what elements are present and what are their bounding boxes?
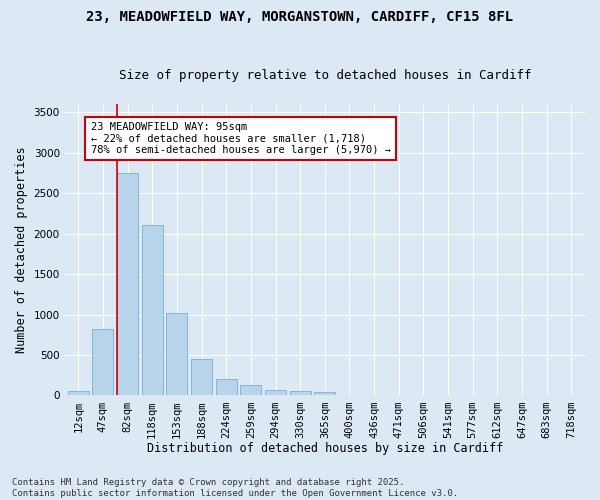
Bar	[68, 390, 89, 396]
Bar	[314, 392, 335, 396]
Text: 23, MEADOWFIELD WAY, MORGANSTOWN, CARDIFF, CF15 8FL: 23, MEADOWFIELD WAY, MORGANSTOWN, CARDIF…	[86, 10, 514, 24]
Bar	[117, 173, 138, 396]
Bar	[265, 390, 286, 396]
Text: Contains HM Land Registry data © Crown copyright and database right 2025.
Contai: Contains HM Land Registry data © Crown c…	[12, 478, 458, 498]
Bar	[142, 226, 163, 396]
Bar	[166, 313, 187, 396]
Bar	[191, 359, 212, 396]
Bar	[92, 329, 113, 396]
Bar	[241, 385, 262, 396]
Text: 23 MEADOWFIELD WAY: 95sqm
← 22% of detached houses are smaller (1,718)
78% of se: 23 MEADOWFIELD WAY: 95sqm ← 22% of detac…	[91, 122, 391, 155]
Y-axis label: Number of detached properties: Number of detached properties	[15, 146, 28, 353]
Title: Size of property relative to detached houses in Cardiff: Size of property relative to detached ho…	[119, 69, 531, 82]
Bar	[216, 380, 236, 396]
Bar	[290, 392, 311, 396]
X-axis label: Distribution of detached houses by size in Cardiff: Distribution of detached houses by size …	[147, 442, 503, 455]
